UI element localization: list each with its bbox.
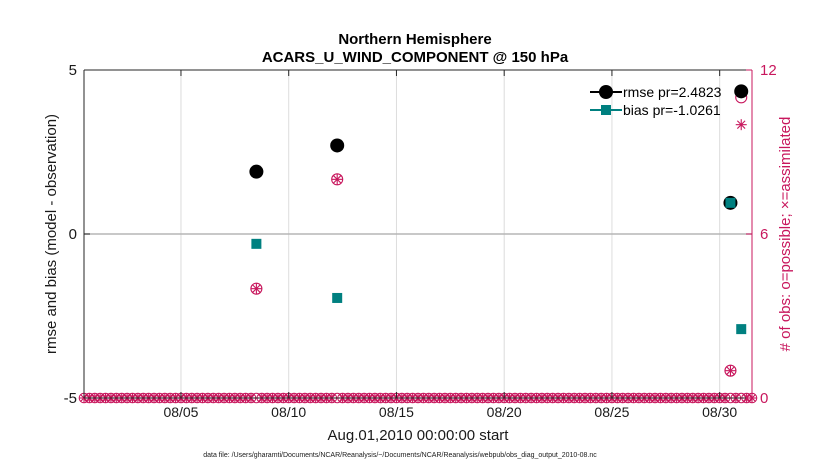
y-tick-label: 5 <box>69 62 77 79</box>
rmse-marker <box>249 164 264 179</box>
obs-assimilated-marker-stroke <box>332 175 342 184</box>
y-axis-right-label: # of obs: o=possible; ×=assimilated <box>777 117 794 352</box>
obs-assimilated-marker <box>331 173 343 185</box>
obs-assimilated-marker <box>735 119 747 131</box>
legend-bias-label: bias pr=-1.0261 <box>623 102 721 118</box>
chart-subtitle: ACARS_U_WIND_COMPONENT @ 150 hPa <box>262 49 569 66</box>
x-tick-label: 08/20 <box>487 404 522 420</box>
bias-marker <box>251 238 262 249</box>
axis-ticks: 08/05 08/10 08/15 08/20 08/25 08/30 -5 0 5 0 6 12 <box>64 62 777 420</box>
rmse-marker <box>330 138 345 153</box>
data-file-footnote: data file: /Users/gharamti/Documents/NCA… <box>203 452 597 459</box>
bias-marker <box>725 197 736 208</box>
y-right-tick-label: 0 <box>760 390 768 407</box>
obs-assimilated-marker-stroke <box>252 284 261 293</box>
obs-assimilated-marker <box>724 365 736 377</box>
y-tick-label: -5 <box>64 390 77 407</box>
x-tick-label: 08/25 <box>594 404 629 420</box>
chart-title: Northern Hemisphere <box>338 31 491 48</box>
y-tick-label: 0 <box>69 226 77 243</box>
x-tick-label: 08/15 <box>379 404 414 420</box>
y-axis-label: rmse and bias (model - observation) <box>43 114 60 354</box>
legend: rmse pr=2.4823 bias pr=-1.0261 <box>590 84 722 118</box>
bias-marker <box>736 324 747 335</box>
legend-bias-marker <box>601 105 611 115</box>
x-axis-label: Aug.01,2010 00:00:00 start <box>328 427 510 444</box>
obs-assimilated-marker-stroke <box>726 366 735 375</box>
bias-marker <box>332 292 343 303</box>
legend-rmse-marker <box>599 85 613 99</box>
x-tick-label: 08/30 <box>702 404 737 420</box>
rmse-marker <box>734 84 749 99</box>
obs-assimilated-marker-stroke <box>736 120 746 129</box>
y-right-tick-label: 12 <box>760 62 777 79</box>
x-tick-label: 08/10 <box>271 404 306 420</box>
legend-rmse-label: rmse pr=2.4823 <box>623 84 722 100</box>
y-right-tick-label: 6 <box>760 226 768 243</box>
obs-assimilated-marker <box>250 283 262 295</box>
x-tick-label: 08/05 <box>163 404 198 420</box>
data-markers <box>249 84 749 335</box>
